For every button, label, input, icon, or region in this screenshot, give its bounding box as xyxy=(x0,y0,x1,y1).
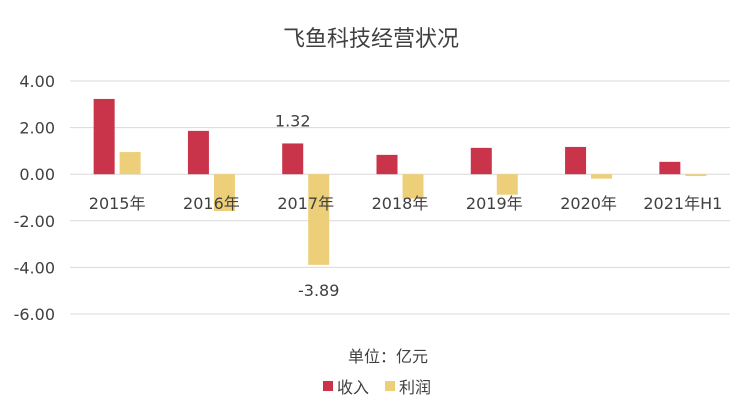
bar-profit xyxy=(591,174,613,179)
bar-revenue xyxy=(376,154,398,175)
bar-revenue xyxy=(565,146,587,175)
bar-profit xyxy=(496,174,518,195)
x-category-label: 2018年 xyxy=(372,194,429,213)
y-tick-label: -2.00 xyxy=(14,212,55,231)
legend-label: 利润 xyxy=(399,378,431,397)
legend: 收入 利润 xyxy=(323,378,431,397)
y-tick-label: 0.00 xyxy=(19,165,55,184)
data-labels: 1.32 -3.89 xyxy=(275,111,340,299)
y-tick-label: 4.00 xyxy=(19,72,55,91)
legend-swatch xyxy=(385,381,395,391)
bar-profit xyxy=(685,174,707,177)
bar-profit xyxy=(119,152,141,175)
y-axis-ticks: 4.00 2.00 0.00 -2.00 -4.00 -6.00 xyxy=(14,72,55,324)
x-category-label: 2017年 xyxy=(277,194,334,213)
gridlines xyxy=(70,80,730,315)
bars xyxy=(93,98,707,265)
data-label: 1.32 xyxy=(275,111,311,130)
bar-revenue xyxy=(470,147,492,175)
bar-profit xyxy=(213,174,235,212)
unit-note: 单位：亿元 xyxy=(348,347,428,366)
legend-swatch xyxy=(323,381,333,391)
bar-revenue xyxy=(187,130,209,175)
x-category-label: 2016年 xyxy=(183,194,240,213)
y-tick-label: -6.00 xyxy=(14,305,55,324)
x-category-label: 2015年 xyxy=(89,194,146,213)
bar-profit xyxy=(308,174,330,265)
bar-revenue xyxy=(93,98,115,175)
bar-revenue xyxy=(659,161,681,175)
data-label: -3.89 xyxy=(298,281,339,300)
legend-label: 收入 xyxy=(337,378,369,397)
x-category-label: 2019年 xyxy=(466,194,523,213)
x-axis-labels: 2015年 2016年 2017年 2018年 2019年 2020年 2021年H1 xyxy=(89,194,723,213)
chart-title: 飞鱼科技经营状况 xyxy=(283,27,459,52)
x-category-label: 2020年 xyxy=(560,194,617,213)
bar-profit xyxy=(402,174,424,199)
y-tick-label: 2.00 xyxy=(19,119,55,138)
x-category-label: 2021年H1 xyxy=(643,194,722,213)
bar-revenue xyxy=(282,143,304,175)
y-tick-label: -4.00 xyxy=(14,258,55,277)
